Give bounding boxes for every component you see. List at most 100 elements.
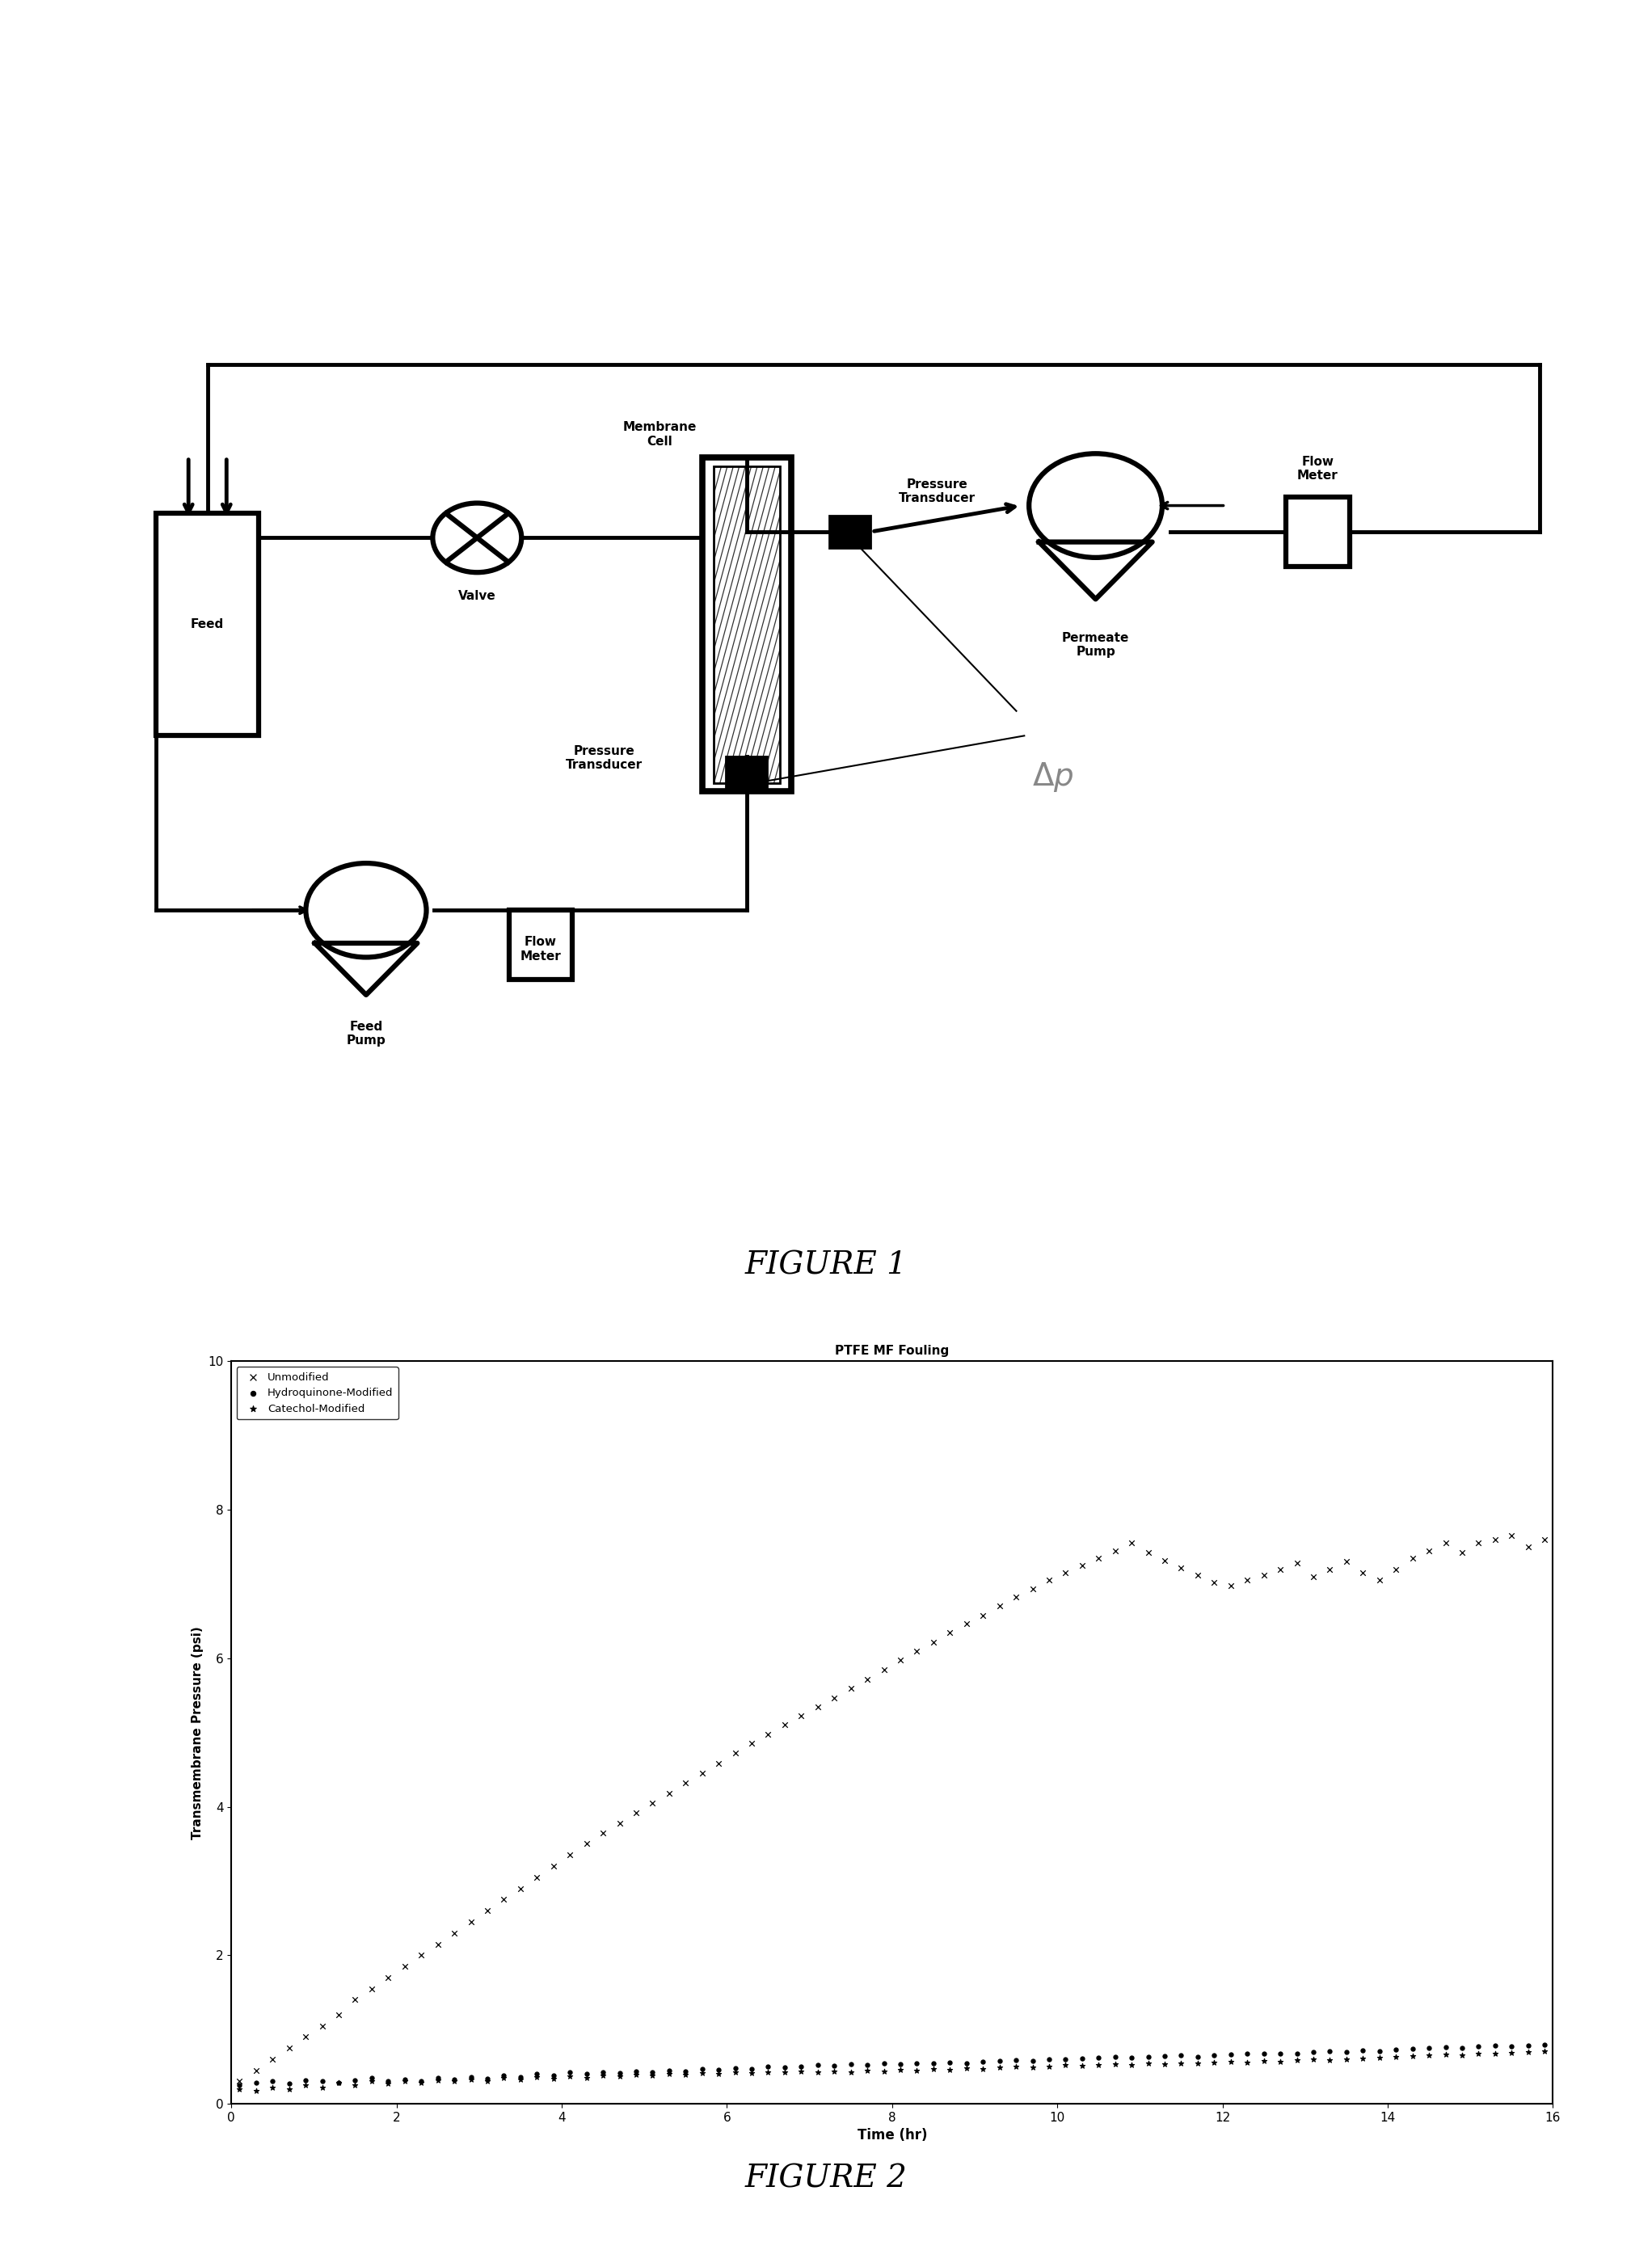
Unmodified	[557, 1836, 583, 1872]
Unmodified	[904, 1634, 930, 1670]
Hydroquinone-Modified	[1383, 2032, 1409, 2068]
Hydroquinone-Modified	[491, 2056, 517, 2092]
Y-axis label: Transmembrane Pressure (psi): Transmembrane Pressure (psi)	[192, 1627, 203, 1838]
Catechol-Modified	[1201, 2045, 1227, 2081]
Hydroquinone-Modified	[292, 2061, 319, 2097]
Unmodified	[805, 1688, 831, 1724]
Hydroquinone-Modified	[1151, 2039, 1178, 2074]
Catechol-Modified	[689, 2054, 715, 2090]
Catechol-Modified	[1383, 2039, 1409, 2074]
Hydroquinone-Modified	[474, 2061, 501, 2097]
Hydroquinone-Modified	[425, 2059, 451, 2095]
Unmodified	[441, 1915, 468, 1951]
Hydroquinone-Modified	[705, 2052, 732, 2088]
Catechol-Modified	[1069, 2048, 1095, 2084]
Hydroquinone-Modified	[639, 2054, 666, 2090]
Catechol-Modified	[292, 2068, 319, 2104]
Unmodified	[1366, 1561, 1393, 1598]
Hydroquinone-Modified	[1036, 2041, 1062, 2077]
Hydroquinone-Modified	[1449, 2030, 1475, 2066]
Catechol-Modified	[1135, 2045, 1161, 2081]
Catechol-Modified	[1218, 2043, 1244, 2079]
Catechol-Modified	[1515, 2034, 1541, 2070]
Text: Flow
Meter: Flow Meter	[520, 936, 562, 963]
Hydroquinone-Modified	[920, 2045, 947, 2081]
Unmodified	[639, 1784, 666, 1820]
Hydroquinone-Modified	[656, 2052, 682, 2088]
Unmodified	[342, 1982, 368, 2018]
Hydroquinone-Modified	[1118, 2041, 1145, 2077]
Hydroquinone-Modified	[788, 2048, 814, 2084]
Catechol-Modified	[342, 2068, 368, 2104]
Unmodified	[953, 1604, 980, 1640]
Hydroquinone-Modified	[1085, 2041, 1112, 2077]
Hydroquinone-Modified	[722, 2050, 748, 2086]
Hydroquinone-Modified	[1003, 2043, 1029, 2079]
Catechol-Modified	[1234, 2045, 1260, 2081]
Catechol-Modified	[1317, 2043, 1343, 2079]
Catechol-Modified	[557, 2059, 583, 2095]
Hydroquinone-Modified	[1251, 2036, 1277, 2072]
Legend: Unmodified, Hydroquinone-Modified, Catechol-Modified: Unmodified, Hydroquinone-Modified, Catec…	[236, 1366, 398, 1420]
Hydroquinone-Modified	[276, 2066, 302, 2102]
Unmodified	[1251, 1557, 1277, 1593]
Unmodified	[1201, 1564, 1227, 1600]
Text: FIGURE 1: FIGURE 1	[745, 1251, 907, 1280]
Catechol-Modified	[953, 2050, 980, 2086]
Catechol-Modified	[656, 2056, 682, 2092]
Catechol-Modified	[1284, 2043, 1310, 2079]
Hydroquinone-Modified	[937, 2045, 963, 2081]
Hydroquinone-Modified	[854, 2048, 881, 2084]
Hydroquinone-Modified	[1482, 2027, 1508, 2063]
Unmodified	[1317, 1550, 1343, 1586]
Unmodified	[722, 1735, 748, 1771]
Catechol-Modified	[606, 2059, 633, 2095]
Unmodified	[1350, 1555, 1376, 1591]
Unmodified	[705, 1746, 732, 1782]
Catechol-Modified	[1267, 2043, 1294, 2079]
Catechol-Modified	[755, 2054, 781, 2090]
Catechol-Modified	[1151, 2048, 1178, 2084]
Catechol-Modified	[1449, 2039, 1475, 2074]
Unmodified	[325, 1996, 352, 2032]
Unmodified	[1284, 1546, 1310, 1582]
Unmodified	[1184, 1557, 1211, 1593]
Hydroquinone-Modified	[1432, 2030, 1459, 2066]
Catechol-Modified	[1416, 2039, 1442, 2074]
Catechol-Modified	[887, 2052, 914, 2088]
Unmodified	[276, 2030, 302, 2066]
Hydroquinone-Modified	[970, 2043, 996, 2079]
Bar	[829, 515, 871, 547]
Hydroquinone-Modified	[1300, 2034, 1327, 2070]
Hydroquinone-Modified	[342, 2061, 368, 2097]
Catechol-Modified	[986, 2050, 1013, 2086]
Unmodified	[920, 1624, 947, 1661]
Catechol-Modified	[1168, 2045, 1194, 2081]
Unmodified	[1432, 1526, 1459, 1561]
Hydroquinone-Modified	[672, 2052, 699, 2088]
Hydroquinone-Modified	[441, 2061, 468, 2097]
Catechol-Modified	[1531, 2034, 1558, 2070]
Catechol-Modified	[738, 2054, 765, 2090]
Catechol-Modified	[540, 2061, 567, 2097]
Catechol-Modified	[639, 2056, 666, 2092]
Bar	[509, 911, 572, 979]
Unmodified	[1102, 1532, 1128, 1568]
Catechol-Modified	[1036, 2048, 1062, 2084]
Hydroquinone-Modified	[689, 2050, 715, 2086]
Hydroquinone-Modified	[557, 2054, 583, 2090]
Hydroquinone-Modified	[590, 2054, 616, 2090]
Unmodified	[1218, 1568, 1244, 1604]
Hydroquinone-Modified	[1399, 2032, 1426, 2068]
Catechol-Modified	[1366, 2041, 1393, 2077]
Unmodified	[1168, 1550, 1194, 1586]
Catechol-Modified	[1085, 2048, 1112, 2084]
Unmodified	[524, 1858, 550, 1894]
Unmodified	[1118, 1526, 1145, 1561]
Unmodified	[656, 1775, 682, 1811]
Hydroquinone-Modified	[1102, 2039, 1128, 2074]
Hydroquinone-Modified	[606, 2054, 633, 2090]
Unmodified	[854, 1661, 881, 1696]
Unmodified	[1333, 1544, 1360, 1579]
Catechol-Modified	[722, 2054, 748, 2090]
